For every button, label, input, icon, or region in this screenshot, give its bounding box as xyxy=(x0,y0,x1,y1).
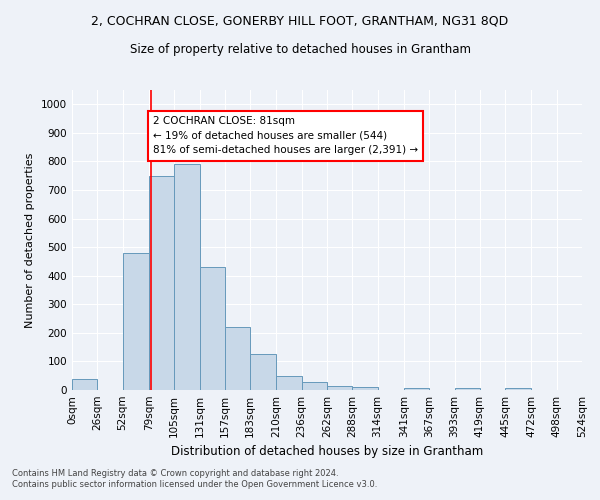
Bar xyxy=(225,327,250,390)
Bar xyxy=(277,376,302,390)
Bar xyxy=(505,388,532,390)
Bar xyxy=(250,354,277,390)
Bar xyxy=(72,378,97,390)
Bar xyxy=(199,267,225,390)
Text: 2 COCHRAN CLOSE: 81sqm
← 19% of detached houses are smaller (544)
81% of semi-de: 2 COCHRAN CLOSE: 81sqm ← 19% of detached… xyxy=(153,116,418,156)
Text: Contains public sector information licensed under the Open Government Licence v3: Contains public sector information licen… xyxy=(12,480,377,489)
Bar xyxy=(149,176,174,390)
Bar xyxy=(455,388,480,390)
X-axis label: Distribution of detached houses by size in Grantham: Distribution of detached houses by size … xyxy=(171,446,483,458)
Bar xyxy=(122,253,149,390)
Bar xyxy=(404,388,429,390)
Text: 2, COCHRAN CLOSE, GONERBY HILL FOOT, GRANTHAM, NG31 8QD: 2, COCHRAN CLOSE, GONERBY HILL FOOT, GRA… xyxy=(91,15,509,28)
Bar xyxy=(327,386,352,390)
Bar xyxy=(174,164,200,390)
Text: Contains HM Land Registry data © Crown copyright and database right 2024.: Contains HM Land Registry data © Crown c… xyxy=(12,468,338,477)
Text: Size of property relative to detached houses in Grantham: Size of property relative to detached ho… xyxy=(130,42,470,56)
Bar xyxy=(352,387,377,390)
Bar xyxy=(302,382,327,390)
Y-axis label: Number of detached properties: Number of detached properties xyxy=(25,152,35,328)
